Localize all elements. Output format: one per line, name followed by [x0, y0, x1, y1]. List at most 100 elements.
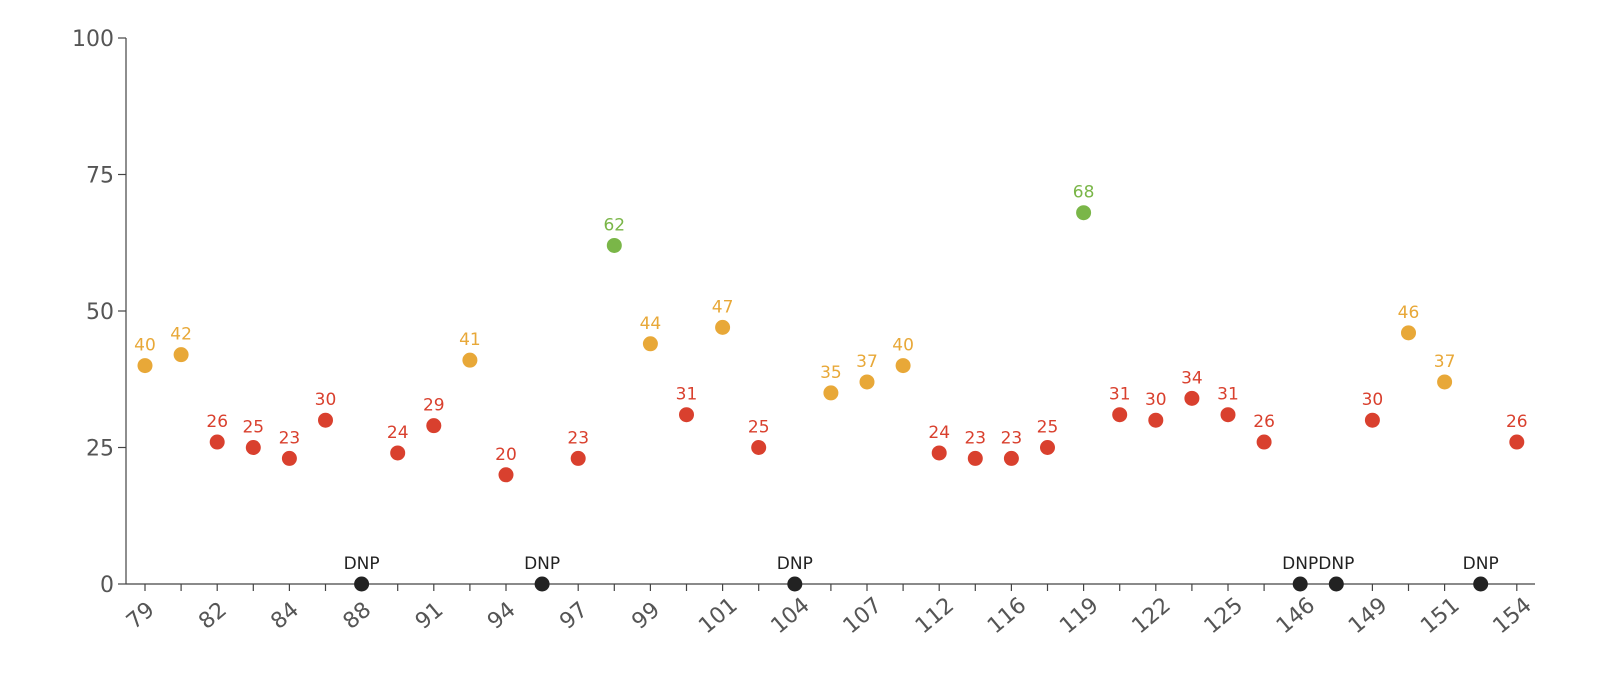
data-label: 29	[423, 396, 445, 416]
data-point	[318, 412, 333, 428]
data-label: 24	[387, 423, 409, 443]
data-label: 35	[820, 363, 842, 383]
data-point	[570, 450, 586, 466]
x-axis: 79 82 84 88 91 94 97 99 101 104 107 112 116 119 122 125…	[122, 583, 1537, 639]
y-axis: 0 25 50 75 100	[72, 27, 127, 598]
data-point	[1509, 434, 1525, 450]
data-label: DNP	[524, 554, 560, 574]
data-point	[426, 418, 442, 434]
data-label: 40	[134, 336, 156, 356]
data-label: 26	[206, 412, 228, 432]
data-label: 23	[279, 428, 301, 448]
x-tick-label: 149	[1344, 593, 1392, 639]
data-point	[1364, 412, 1380, 428]
data-label: 62	[603, 215, 625, 235]
data-label: 31	[676, 385, 698, 405]
x-tick-label: 84	[266, 597, 304, 634]
x-tick-label: 88	[339, 597, 377, 634]
data-point	[534, 576, 550, 592]
data-point	[498, 467, 514, 483]
data-point	[1220, 407, 1236, 423]
data-point	[679, 407, 694, 423]
data-label: 23	[1001, 428, 1023, 448]
data-point	[1437, 374, 1453, 390]
data-label: 37	[856, 352, 878, 372]
data-point	[209, 434, 225, 450]
data-label: 30	[1145, 390, 1167, 410]
x-tick-label: 112	[911, 593, 959, 639]
data-point	[967, 450, 983, 466]
data-point	[715, 319, 731, 335]
x-tick-label: 101	[694, 593, 742, 639]
x-tick-label: 107	[839, 593, 887, 639]
data-point	[1256, 434, 1272, 450]
y-tick-label: 50	[86, 300, 114, 325]
data-point	[787, 576, 803, 592]
data-point	[895, 358, 911, 374]
data-label: DNP	[344, 554, 380, 574]
data-point	[1473, 576, 1489, 592]
x-tick-label: 116	[983, 593, 1031, 639]
x-tick-label: 119	[1055, 593, 1103, 639]
data-point	[1040, 440, 1055, 455]
data-point	[1184, 390, 1200, 406]
data-point	[1076, 205, 1092, 221]
x-tick-label: 146	[1272, 593, 1320, 639]
data-label: 23	[964, 428, 986, 448]
data-label: 42	[170, 325, 192, 345]
data-point	[281, 450, 297, 466]
data-point	[462, 352, 478, 368]
data-point	[859, 374, 875, 390]
x-tick-label: 151	[1416, 593, 1464, 639]
data-label: DNP	[1463, 554, 1499, 574]
data-label: 31	[1109, 385, 1131, 405]
data-label: 41	[459, 330, 481, 350]
data-point	[642, 336, 658, 352]
data-point	[751, 440, 767, 455]
data-label: 40	[892, 336, 914, 356]
data-point	[1148, 412, 1164, 428]
data-point	[245, 440, 261, 455]
data-point	[173, 347, 189, 363]
data-point	[823, 385, 839, 401]
data-point	[1003, 450, 1019, 466]
data-point	[1401, 325, 1416, 341]
data-point	[1292, 576, 1308, 592]
data-label: DNP	[1318, 554, 1354, 574]
x-tick-label: 99	[627, 597, 665, 634]
y-tick-label: 100	[72, 27, 114, 52]
x-tick-label: 125	[1200, 593, 1248, 639]
data-point	[354, 576, 370, 592]
data-label: 46	[1398, 303, 1420, 323]
data-point	[1328, 576, 1344, 592]
x-tick-label: 79	[122, 597, 160, 634]
data-point	[1112, 407, 1128, 423]
data-point	[137, 358, 153, 374]
data-label: 25	[242, 418, 264, 438]
x-tick-label: 94	[483, 597, 521, 634]
data-labels: 40 42 26 25 23 30 DNP 24 29 41 20 DNP 23 62 44 31 47 25 DN…	[134, 183, 1527, 574]
x-tick-label: 82	[194, 597, 232, 634]
data-label: 30	[315, 390, 337, 410]
data-label: 26	[1253, 412, 1275, 432]
data-label: 30	[1362, 390, 1384, 410]
data-label: 68	[1073, 183, 1095, 203]
data-label: 44	[640, 314, 662, 334]
x-tick-label: 91	[411, 597, 449, 634]
data-label: 37	[1434, 352, 1456, 372]
data-points	[137, 205, 1525, 592]
data-label: DNP	[777, 554, 813, 574]
data-point	[606, 237, 622, 253]
data-point	[390, 445, 406, 461]
x-tick-label: 154	[1489, 593, 1537, 639]
data-label: 20	[495, 445, 517, 465]
y-tick-label: 75	[86, 164, 114, 189]
data-label: 23	[567, 428, 589, 448]
data-point	[931, 445, 947, 461]
x-tick-label: 104	[767, 593, 815, 639]
x-tick-label: 97	[555, 597, 593, 634]
y-tick-label: 25	[86, 437, 114, 462]
y-tick-label: 0	[100, 573, 114, 598]
data-label: DNP	[1282, 554, 1318, 574]
